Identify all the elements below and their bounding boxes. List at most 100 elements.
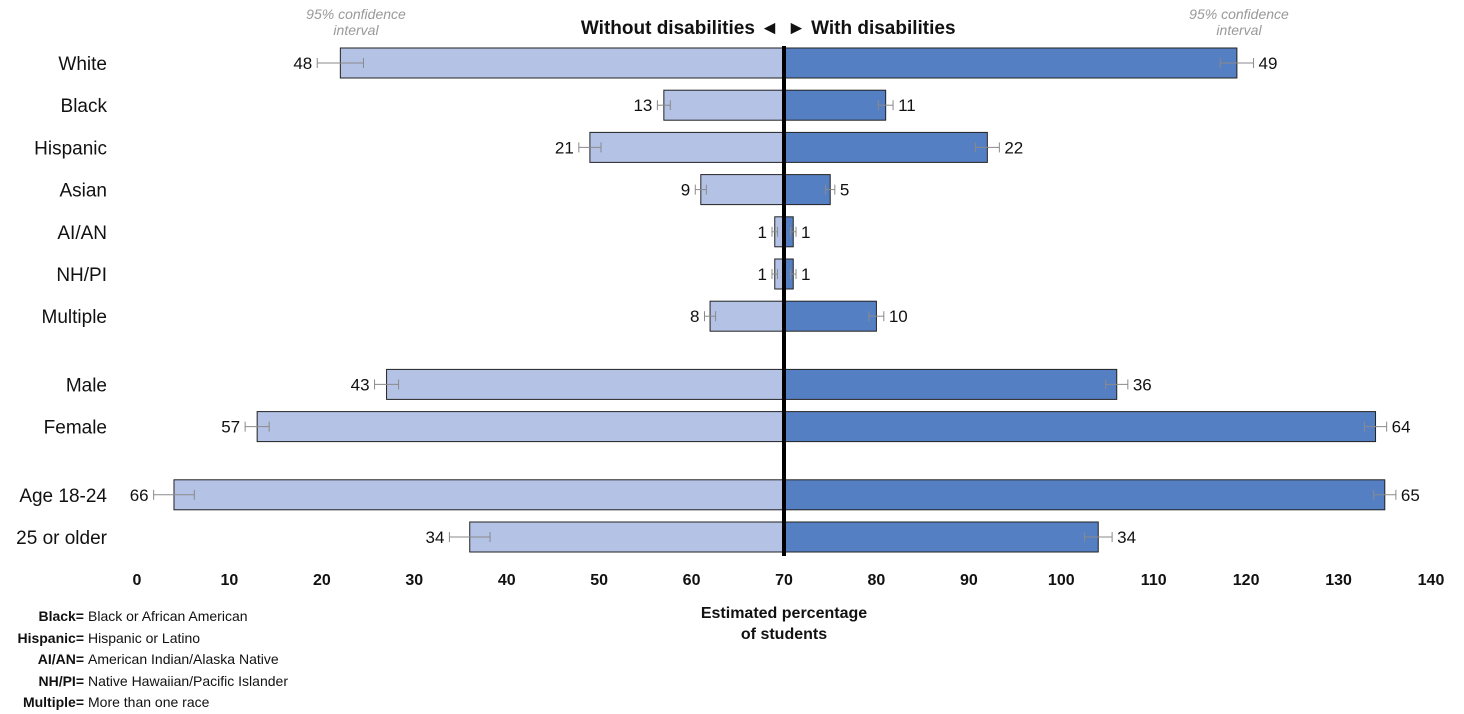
value-label-without-disabilities-female: 57 — [221, 418, 240, 437]
bar-without-disabilities-hispanic — [589, 131, 785, 163]
bar-without-disabilities-white — [339, 47, 785, 79]
error-bar-without-multiple — [704, 311, 717, 322]
title-without-disabilities: Without disabilities ◄ — [581, 18, 779, 39]
error-bar-with-male — [1105, 379, 1129, 390]
value-label-with-disabilities-25-or-older: 34 — [1117, 528, 1136, 547]
bar-without-disabilities-multiple — [709, 300, 785, 332]
x-axis-label-line2: of students — [741, 626, 827, 643]
error-bar-without-asian — [694, 184, 707, 195]
value-label-without-disabilities-ai-an: 1 — [758, 223, 767, 242]
x-tick-label-10: 10 — [221, 572, 239, 589]
legend-key: Hispanic= — [17, 629, 84, 646]
legend-key: Black= — [38, 608, 84, 624]
legend-row-hispanic: Hispanic= Hispanic or Latino — [0, 628, 288, 650]
bar-without-disabilities-male — [386, 368, 785, 400]
value-label-without-disabilities-asian: 9 — [681, 181, 690, 200]
x-tick-label-20: 20 — [313, 572, 331, 589]
error-bar-with-white — [1219, 58, 1255, 68]
value-label-without-disabilities-hispanic: 21 — [555, 138, 574, 157]
value-label-with-disabilities-black: 11 — [898, 96, 916, 115]
error-bar-without-male — [374, 379, 400, 390]
bar-with-disabilities-black — [783, 89, 887, 121]
error-bar-without-female — [244, 421, 270, 432]
legend-row-multiple: Multiple= More than one race — [0, 692, 288, 714]
value-label-with-disabilities-multiple: 10 — [889, 307, 908, 326]
value-label-without-disabilities-multiple: 8 — [690, 307, 699, 326]
bar-with-disabilities-asian — [783, 174, 831, 206]
bar-without-disabilities-25-or-older — [469, 521, 785, 553]
x-tick-label-50: 50 — [590, 572, 608, 589]
legend-value: Native Hawaiian/Pacific Islander — [88, 672, 288, 689]
value-label-with-disabilities-male: 36 — [1133, 375, 1152, 394]
bar-with-disabilities-male — [783, 368, 1118, 400]
value-label-with-disabilities-hispanic: 22 — [1004, 138, 1023, 157]
x-axis-label-line1: Estimated percentage — [701, 605, 867, 622]
ci-note-left-line2: interval — [333, 22, 379, 38]
error-bar-with-age-18-24 — [1373, 489, 1397, 500]
error-bar-without-age-18-24 — [153, 489, 195, 500]
legend-value: Black or African American — [88, 608, 248, 624]
x-tick-label-100: 100 — [1048, 572, 1075, 589]
x-tick-label-130: 130 — [1325, 572, 1352, 589]
error-bar-without-white — [316, 58, 364, 68]
x-tick-label-120: 120 — [1233, 572, 1260, 589]
error-bar-without-hispanic — [578, 142, 602, 153]
category-label-black: Black — [61, 96, 108, 117]
category-label-female: Female — [44, 418, 107, 439]
error-bar-with-black — [877, 100, 894, 111]
error-bar-with-asian — [825, 184, 836, 195]
abbreviation-legend: Black= Black or African American Hispani… — [0, 606, 288, 714]
legend-key: AI/AN= — [37, 651, 84, 667]
ci-note-right-line1: 95% confidence — [1189, 6, 1289, 22]
value-label-without-disabilities-25-or-older: 34 — [425, 528, 444, 547]
value-label-with-disabilities-age-18-24: 65 — [1401, 486, 1420, 505]
bar-without-disabilities-asian — [700, 174, 785, 206]
x-tick-label-140: 140 — [1418, 572, 1445, 589]
bar-with-disabilities-multiple — [783, 300, 877, 332]
value-label-without-disabilities-black: 13 — [633, 96, 652, 115]
ci-note-right-line2: interval — [1216, 22, 1262, 38]
bar-with-disabilities-age-18-24 — [783, 479, 1386, 511]
x-tick-label-110: 110 — [1141, 572, 1167, 589]
value-label-without-disabilities-nh-pi: 1 — [758, 265, 767, 284]
category-label-nh-pi: NH/PI — [56, 265, 107, 286]
legend-key: Multiple= — [22, 694, 84, 710]
legend-value: Hispanic or Latino — [88, 629, 201, 646]
error-bar-with-nh-pi — [789, 269, 797, 279]
category-label-hispanic: Hispanic — [34, 138, 107, 159]
x-tick-label-90: 90 — [960, 572, 978, 589]
legend-value: More than one race — [88, 694, 210, 710]
legend-row-aian: AI/AN= American Indian/Alaska Native — [0, 649, 288, 671]
x-tick-label-80: 80 — [868, 572, 886, 589]
x-tick-label-60: 60 — [683, 572, 701, 589]
x-tick-label-70: 70 — [775, 572, 793, 589]
value-label-without-disabilities-male: 43 — [351, 375, 370, 394]
bar-without-disabilities-female — [256, 411, 785, 443]
error-bar-with-female — [1363, 421, 1388, 432]
legend-key: NH/PI= — [38, 672, 84, 689]
error-bar-with-25-or-older — [1083, 532, 1113, 542]
value-label-without-disabilities-age-18-24: 66 — [130, 486, 149, 505]
ci-note-left-line1: 95% confidence — [306, 6, 406, 22]
title-with-disabilities: ► With disabilities — [787, 18, 956, 39]
category-label-age-18-24: Age 18-24 — [19, 486, 107, 507]
value-label-with-disabilities-female: 64 — [1392, 418, 1411, 437]
legend-row-nhpi: NH/PI= Native Hawaiian/Pacific Islander — [0, 671, 288, 693]
error-bar-with-hispanic — [974, 142, 1000, 153]
category-label-male: Male — [66, 375, 107, 396]
category-label-asian: Asian — [59, 181, 107, 202]
value-label-with-disabilities-ai-an: 1 — [801, 223, 810, 242]
x-tick-label-0: 0 — [133, 572, 142, 589]
category-label-white: White — [58, 54, 107, 75]
bar-without-disabilities-black — [663, 89, 785, 121]
error-bar-with-multiple — [868, 311, 885, 322]
x-tick-label-40: 40 — [498, 572, 516, 589]
x-tick-label-30: 30 — [405, 572, 423, 589]
bar-with-disabilities-hispanic — [783, 131, 988, 163]
bar-with-disabilities-25-or-older — [783, 521, 1099, 553]
error-bar-without-black — [656, 100, 671, 111]
category-label-multiple: Multiple — [42, 307, 107, 328]
legend-row-black: Black= Black or African American — [0, 606, 288, 628]
legend-value: American Indian/Alaska Native — [88, 651, 279, 667]
